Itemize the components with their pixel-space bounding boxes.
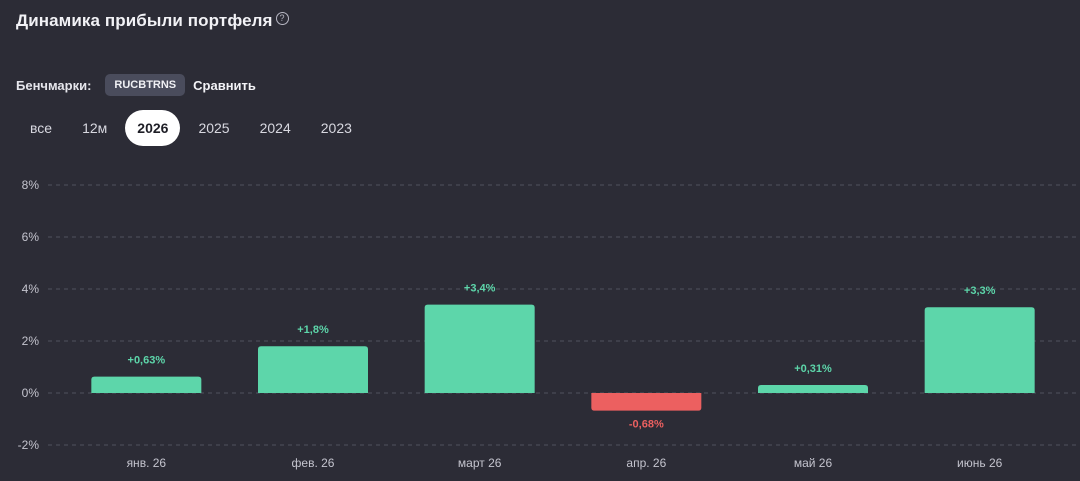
x-tick-label: июнь 26: [957, 456, 1003, 470]
period-tab-2025[interactable]: 2025: [198, 120, 230, 136]
page-title: Динамика прибыли портфеля: [16, 11, 273, 30]
compare-link[interactable]: Сравнить: [193, 77, 256, 93]
period-tab-2026[interactable]: 2026: [125, 110, 181, 146]
x-tick-label: янв. 26: [127, 456, 167, 470]
bar[interactable]: [424, 304, 535, 393]
bar-value-label: +0,63%: [128, 355, 166, 367]
x-tick-label: фев. 26: [292, 456, 335, 470]
y-tick-label: 2%: [22, 334, 40, 348]
period-tab-2023[interactable]: 2023: [320, 120, 352, 136]
bar[interactable]: [258, 346, 368, 393]
bar[interactable]: [91, 376, 202, 393]
x-tick-label: март 26: [458, 456, 502, 470]
y-tick-label: 8%: [22, 178, 40, 192]
bar[interactable]: [924, 307, 1035, 393]
question-circle-icon[interactable]: ?: [275, 12, 289, 25]
x-tick-label: май 26: [794, 456, 833, 470]
bar-value-label: -0,68%: [629, 419, 664, 431]
period-tab-все[interactable]: все: [30, 120, 53, 136]
benchmarks-row: Бенчмарки: RUCBTRNS Сравнить: [16, 74, 256, 96]
header: Динамика прибыли портфеля ?: [16, 11, 289, 31]
bar-value-label: +1,8%: [297, 324, 329, 336]
y-tick-label: -2%: [18, 438, 40, 452]
x-tick-label: апр. 26: [626, 456, 666, 470]
bar-value-label: +3,4%: [464, 283, 496, 295]
benchmarks-label: Бенчмарки:: [16, 77, 92, 93]
profit-bar-chart: -2% 0% 2% 4% 6% 8% +0,63% янв. 26 +1,8% фев. 26 +3…: [18, 178, 1078, 470]
period-tab-12м[interactable]: 12м: [82, 120, 108, 136]
y-tick-label: 0%: [22, 386, 40, 400]
y-tick-label: 4%: [22, 282, 40, 296]
benchmark-chip[interactable]: RUCBTRNS: [105, 74, 186, 96]
period-tabs: все 12м 2026 2025 2024 2023: [18, 110, 370, 146]
bar[interactable]: [758, 384, 868, 393]
period-tab-2024[interactable]: 2024: [259, 120, 291, 136]
bar-value-label: +3,3%: [964, 285, 996, 297]
bar[interactable]: [591, 393, 702, 411]
y-tick-label: 6%: [22, 230, 40, 244]
bar-value-label: +0,31%: [794, 363, 832, 375]
